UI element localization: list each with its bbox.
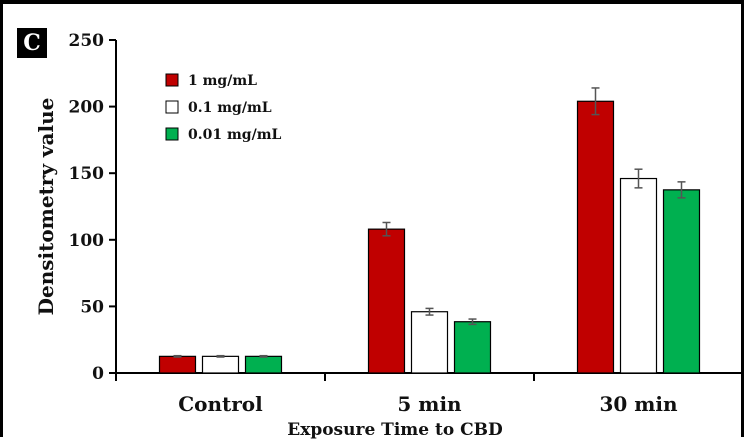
panel-label: C	[17, 28, 47, 58]
bar	[158, 355, 197, 374]
bar	[576, 100, 615, 374]
bars	[158, 87, 701, 374]
bar	[410, 311, 449, 374]
legend-label: 1 mg/mL	[188, 73, 257, 89]
x-category-label: 30 min	[599, 392, 678, 416]
legend-swatch	[165, 100, 179, 114]
labels: 0 50 100 150 200 250 Control 5 min 30 min Exposur…	[34, 31, 678, 440]
bar	[662, 189, 701, 374]
legend-label: 0.1 mg/mL	[188, 100, 272, 116]
y-tick-label: 200	[69, 98, 105, 118]
bar-chart: 0 50 100 150 200 250 Control 5 min 30 min Exposur…	[34, 31, 744, 440]
y-tick-label: 0	[92, 364, 104, 384]
bar	[244, 355, 283, 374]
y-tick-label: 250	[69, 31, 105, 51]
legend: 1 mg/mL 0.1 mg/mL 0.01 mg/mL	[165, 73, 282, 143]
x-category-label: 5 min	[397, 392, 462, 416]
legend-swatch	[165, 73, 179, 87]
x-axis-title: Exposure Time to CBD	[287, 420, 503, 440]
y-tick-label: 50	[80, 297, 104, 317]
legend-label: 0.01 mg/mL	[188, 127, 282, 143]
bar	[619, 177, 658, 374]
legend-swatch	[165, 127, 179, 141]
x-category-label: Control	[178, 392, 263, 416]
bar	[367, 228, 406, 374]
bar	[453, 321, 492, 374]
y-tick-label: 150	[69, 164, 105, 184]
y-tick-label: 100	[69, 231, 105, 251]
y-axis-title: Densitometry value	[34, 98, 58, 316]
bar	[201, 355, 240, 374]
